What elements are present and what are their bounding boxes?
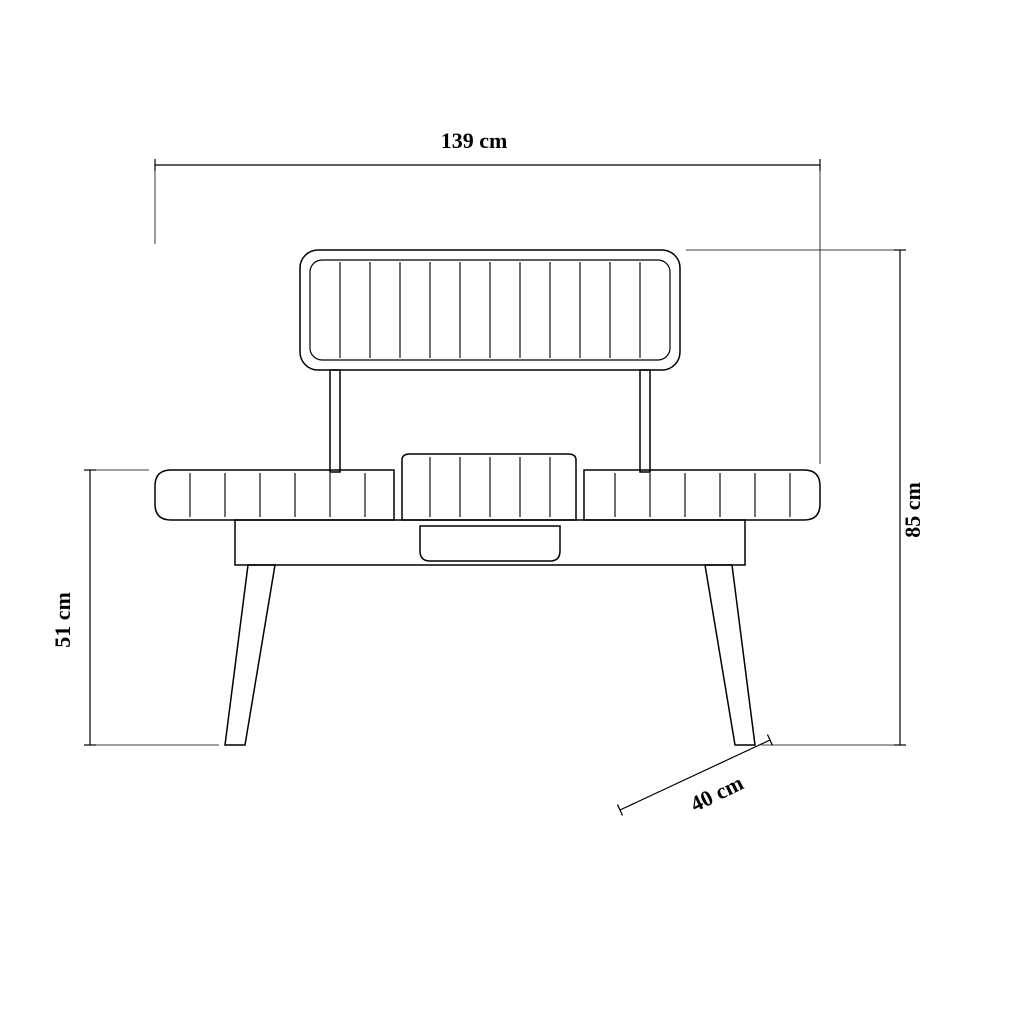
leg-right: [705, 565, 755, 745]
dim-depth-tick-b: [767, 735, 772, 746]
seat-cushion-left: [155, 470, 394, 520]
apron-center-panel: [420, 526, 560, 561]
back-post-right: [640, 370, 650, 472]
backrest-stitching: [340, 262, 640, 358]
dim-seat-label: 51 cm: [50, 592, 75, 648]
dim-depth-label: 40 cm: [686, 770, 747, 817]
dimension-width: 139 cm: [155, 128, 820, 464]
leg-left: [225, 565, 275, 745]
dim-depth-tick-a: [617, 805, 622, 816]
seat-stitching-center: [430, 457, 550, 517]
seat-stitching-right: [615, 473, 790, 517]
seat-cushion-right: [584, 470, 820, 520]
bench-dimension-diagram: 139 cm 85 cm 51 cm 40 cm: [0, 0, 1025, 1024]
dim-height-label: 85 cm: [900, 482, 925, 538]
dimension-depth: 40 cm: [617, 735, 772, 817]
back-post-left: [330, 370, 340, 472]
dimension-seat-height: 51 cm: [50, 470, 219, 745]
dim-width-label: 139 cm: [441, 128, 508, 153]
seat-stitching-left: [190, 473, 365, 517]
bench-drawing: [155, 250, 820, 745]
dimension-height: 85 cm: [686, 250, 925, 745]
